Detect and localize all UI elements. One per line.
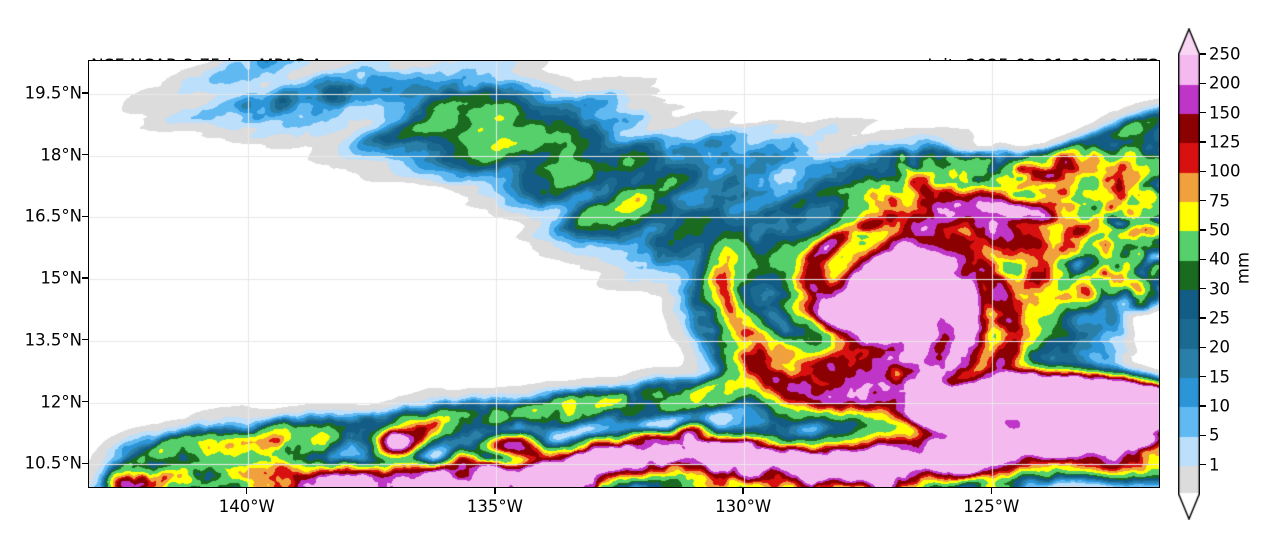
colorbar-tick-label: 100 — [1209, 161, 1241, 181]
ytick-label: 16.5°N — [24, 206, 82, 226]
colorbar-tick-label: 25 — [1209, 308, 1230, 328]
colorbar-tick-mark — [1200, 258, 1206, 260]
ytick-mark — [82, 400, 88, 403]
colorbar-tick-label: 250 — [1209, 44, 1241, 64]
ytick-mark — [82, 339, 88, 341]
xtick-mark — [742, 488, 744, 494]
ytick-mark — [82, 277, 88, 279]
colorbar-tick-label: 20 — [1209, 337, 1230, 357]
colorbar-tick-label: 1 — [1209, 455, 1220, 475]
colorbar-tick-mark — [1200, 288, 1206, 290]
colorbar-tick-label: 10 — [1209, 396, 1230, 416]
colorbar-tick-mark — [1200, 346, 1206, 348]
ytick-label: 18°N — [40, 145, 82, 165]
colorbar-tick-mark — [1200, 170, 1206, 172]
xtick-label: 135°W — [466, 497, 523, 516]
colorbar-tick-mark — [1200, 229, 1206, 231]
xtick-mark — [246, 488, 248, 494]
xtick-label: 125°W — [963, 497, 1020, 516]
colorbar-tick-mark — [1200, 405, 1206, 407]
colorbar-tick-label: 50 — [1209, 220, 1230, 240]
colorbar-tick-mark — [1200, 112, 1206, 114]
colorbar-tick-mark — [1200, 434, 1206, 436]
ytick-label: 10.5°N — [24, 453, 82, 473]
colorbar-tick-label: 30 — [1209, 279, 1230, 299]
map-plot-area — [88, 60, 1160, 488]
colorbar-tick-label: 125 — [1209, 132, 1241, 152]
colorbar-tick-label: 150 — [1209, 103, 1241, 123]
colorbar-tick-label: 5 — [1209, 425, 1220, 445]
ytick-mark — [82, 92, 88, 94]
colorbar-tick-mark — [1200, 53, 1206, 55]
ytick-label: 19.5°N — [24, 83, 82, 103]
xtick-mark — [990, 488, 992, 494]
colorbar — [1178, 28, 1200, 520]
ytick-mark — [82, 215, 88, 218]
xtick-mark — [494, 488, 496, 494]
colorbar-gradient — [1178, 28, 1200, 520]
colorbar-tick-label: 40 — [1209, 249, 1230, 269]
ytick-mark — [82, 462, 88, 464]
colorbar-tick-mark — [1200, 141, 1206, 143]
colorbar-tick-label: 200 — [1209, 73, 1241, 93]
colorbar-tick-mark — [1200, 200, 1206, 202]
colorbar-tick-label: 75 — [1209, 191, 1230, 211]
precipitation-map-canvas — [89, 61, 1159, 487]
xtick-label: 140°W — [218, 497, 275, 516]
ytick-label: 13.5°N — [24, 330, 82, 350]
ytick-mark — [82, 154, 88, 156]
colorbar-tick-mark — [1200, 82, 1206, 84]
colorbar-axis-label: mm — [1233, 251, 1253, 285]
ytick-label: 12°N — [40, 392, 82, 412]
colorbar-tick-mark — [1200, 317, 1206, 319]
colorbar-tick-mark — [1200, 376, 1206, 378]
ytick-label: 15°N — [40, 268, 82, 288]
xtick-label: 130°W — [715, 497, 772, 516]
colorbar-tick-mark — [1200, 464, 1206, 466]
colorbar-tick-label: 15 — [1209, 367, 1230, 387]
